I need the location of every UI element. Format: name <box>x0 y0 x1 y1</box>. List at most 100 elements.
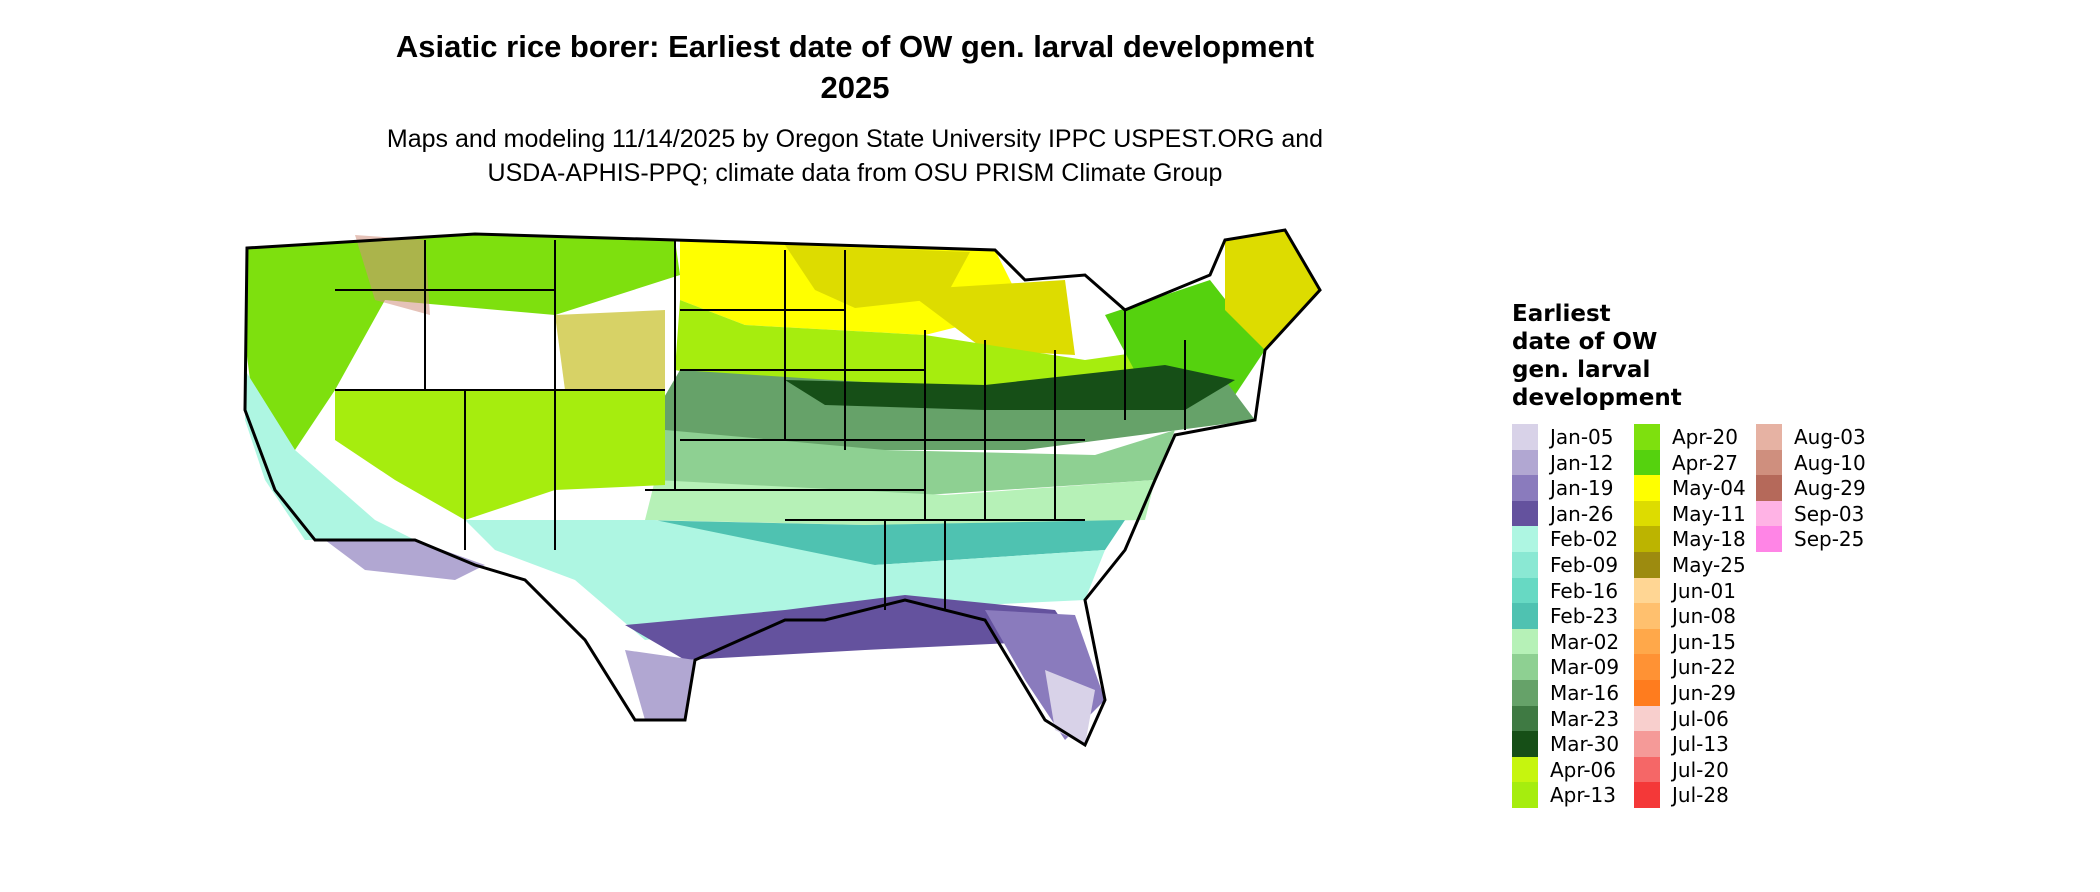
legend-label: Mar-23 <box>1550 706 1620 731</box>
subtitle-line-2: USDA-APHIS-PPQ; climate data from OSU PR… <box>487 159 1223 187</box>
legend-title-line: date of OW <box>1512 329 1658 355</box>
legend-swatch <box>1512 475 1538 502</box>
legend-item: Feb-02 <box>1512 526 1619 553</box>
legend-item: Jan-26 <box>1512 500 1614 527</box>
legend-swatch <box>1512 603 1538 630</box>
legend-item: Jul-28 <box>1634 782 1729 809</box>
legend-label: Mar-16 <box>1550 681 1620 705</box>
legend-item: Aug-29 <box>1756 475 1866 502</box>
us-outline <box>243 228 1322 748</box>
legend-item: Apr-06 <box>1512 756 1616 783</box>
legend-swatch <box>1512 654 1538 681</box>
legend-item: Jun-22 <box>1634 654 1736 681</box>
legend-swatch <box>1634 782 1660 809</box>
legend-swatch <box>1634 654 1660 681</box>
map-year: 2025 <box>820 70 890 105</box>
legend-swatch <box>1512 449 1538 476</box>
legend-item: Jan-19 <box>1512 475 1614 502</box>
legend-item: Sep-03 <box>1756 500 1864 527</box>
map-regions <box>245 230 1320 745</box>
map-legend: Earliest date of OW gen. larval developm… <box>1512 300 1866 824</box>
legend-item: Jun-15 <box>1634 628 1736 655</box>
legend-swatch <box>1512 756 1538 783</box>
legend-swatch <box>1634 705 1660 732</box>
legend-label: Feb-23 <box>1550 604 1619 629</box>
region-arizona-purple <box>325 540 485 580</box>
legend-label: May-25 <box>1672 553 1746 577</box>
legend-swatch <box>1512 705 1538 732</box>
region-maine <box>1225 230 1320 350</box>
legend-label: Jun-01 <box>1672 578 1736 603</box>
legend-label: Apr-06 <box>1550 757 1616 782</box>
legend-swatch <box>1512 424 1538 450</box>
legend-item: Jul-06 <box>1634 705 1729 732</box>
region-central-lightgreen <box>655 430 1175 495</box>
legend-label: Jun-08 <box>1672 604 1736 629</box>
legend-swatch <box>1634 424 1660 450</box>
legend-swatch <box>1512 552 1538 578</box>
legend-swatch <box>1512 628 1538 655</box>
legend-label: Jul-13 <box>1672 732 1729 757</box>
legend-item: Jul-13 <box>1634 731 1729 758</box>
legend-label: Jun-29 <box>1672 681 1736 705</box>
legend-label: Feb-02 <box>1550 527 1619 552</box>
legend-swatch <box>1756 475 1782 502</box>
legend-swatch <box>1512 782 1538 809</box>
legend-title-line: gen. larval <box>1512 357 1651 383</box>
legend-label: Sep-25 <box>1794 527 1865 552</box>
legend-item: Mar-23 <box>1512 705 1620 732</box>
legend-label: Aug-29 <box>1794 476 1866 501</box>
legend-swatch <box>1634 756 1660 783</box>
legend-label: Jul-06 <box>1672 706 1729 731</box>
legend-item: Jun-08 <box>1634 603 1736 630</box>
legend-label: Jan-05 <box>1550 425 1614 449</box>
legend-swatch <box>1634 680 1660 706</box>
legend-swatch <box>1512 680 1538 706</box>
legend-label: Aug-10 <box>1794 450 1866 475</box>
legend-label: Jul-20 <box>1672 757 1729 782</box>
legend-item: Apr-20 <box>1634 424 1738 450</box>
legend-label: Jun-22 <box>1672 655 1736 680</box>
region-southern-aqua <box>465 520 1105 640</box>
map-title: Asiatic rice borer: Earliest date of OW … <box>395 29 1315 64</box>
region-california-mint <box>245 370 415 540</box>
region-texas-lilac <box>625 650 695 720</box>
legend-swatch <box>1512 577 1538 604</box>
legend-swatch <box>1634 577 1660 604</box>
legend-swatch <box>1634 526 1660 553</box>
region-rockies-tan <box>355 235 430 315</box>
legend-label: May-11 <box>1672 501 1746 526</box>
region-west-green <box>245 234 680 450</box>
legend-item: May-25 <box>1634 552 1746 578</box>
legend-item: Aug-10 <box>1756 449 1866 476</box>
legend-swatch <box>1756 526 1782 553</box>
region-michigan-wisconsin <box>905 280 1075 355</box>
legend-title-line: Earliest <box>1512 301 1611 327</box>
legend-swatch <box>1512 526 1538 553</box>
legend-label: Jul-28 <box>1672 783 1729 808</box>
legend-item: Aug-03 <box>1756 424 1866 450</box>
legend-item: Apr-13 <box>1512 782 1616 809</box>
legend-swatch <box>1634 449 1660 476</box>
legend-item: Mar-30 <box>1512 731 1620 758</box>
region-gulf-purple <box>625 595 1075 660</box>
legend-item: Jul-20 <box>1634 756 1729 783</box>
legend-item: May-04 <box>1634 475 1746 502</box>
legend-item: Mar-16 <box>1512 680 1619 706</box>
legend-item: Jan-05 <box>1512 424 1614 450</box>
legend-label: Mar-30 <box>1550 732 1620 757</box>
legend-swatch <box>1756 424 1782 450</box>
legend-label: Feb-09 <box>1550 553 1619 577</box>
legend-label: Aug-03 <box>1794 425 1866 449</box>
region-northern-green-band <box>675 300 1235 390</box>
region-ohio-valley-dark <box>785 365 1235 410</box>
legend-label: Jan-26 <box>1550 501 1614 526</box>
legend-item: May-11 <box>1634 500 1746 527</box>
state-lines <box>335 240 1186 610</box>
legend-item: Mar-02 <box>1512 628 1619 655</box>
legend-item: Apr-27 <box>1634 449 1738 476</box>
us-phenology-map <box>243 228 1322 748</box>
title-block: Asiatic rice borer: Earliest date of OW … <box>300 26 1410 190</box>
region-southwest-green <box>335 390 665 520</box>
